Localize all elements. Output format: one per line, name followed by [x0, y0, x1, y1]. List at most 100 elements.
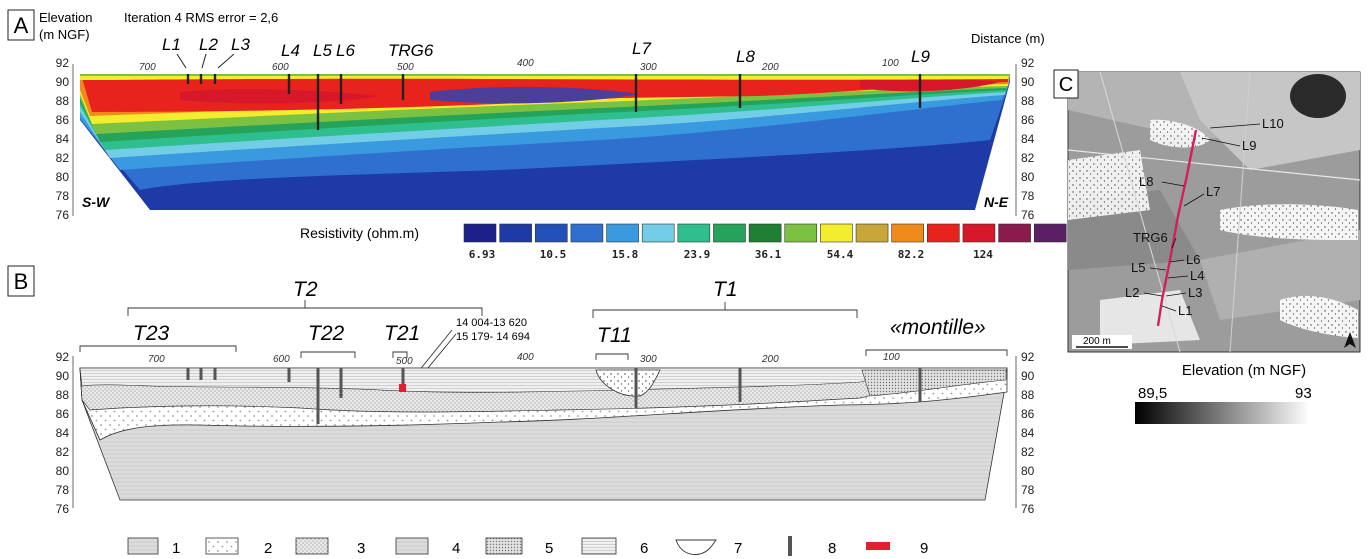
point-label: L1 [1178, 303, 1192, 318]
legend-swatch-8 [788, 536, 792, 556]
elev-tick: 86 [1021, 113, 1035, 127]
elev-tick: 84 [1021, 132, 1035, 146]
stratigraphic-section [79, 367, 1008, 501]
resistivity-color-scale [463, 223, 1067, 243]
marker-label: L2 [199, 35, 218, 54]
distance-tick: 100 [883, 352, 900, 363]
distance-tick: 400 [517, 352, 534, 363]
point-label: L3 [1188, 285, 1202, 300]
panel-c-letter-box [1053, 69, 1079, 99]
north-arrow-icon [1344, 332, 1356, 348]
distance-ticks-a: 700 600 500 400 300 200 100 [139, 58, 899, 73]
legend-number: 2 [264, 540, 272, 557]
arrows-a [176, 53, 235, 69]
scale-value: 36.1 [755, 248, 782, 261]
terrace-label: T2 [293, 278, 318, 301]
distance-tick: 100 [882, 58, 899, 69]
elevation-title: Elevation (m NGF) [1182, 362, 1306, 379]
marker-label: L5 [313, 41, 332, 60]
distance-tick: 700 [139, 62, 156, 73]
panel-b-letter: B [14, 269, 29, 294]
scale-value: 10.5 [540, 248, 567, 261]
boreholes-b [186, 368, 922, 424]
elevation-max: 93 [1295, 385, 1312, 402]
elev-tick: 80 [56, 464, 70, 478]
scale-value: 15.8 [612, 248, 639, 261]
marker-label: L1 [162, 35, 181, 54]
scale-swatch [891, 223, 924, 243]
point-label: L5 [1131, 260, 1145, 275]
scale-swatch [713, 223, 746, 243]
elevation-label-a-2: (m NGF) [39, 27, 90, 42]
legend-swatch-7 [675, 539, 717, 555]
elev-tick: 82 [56, 151, 70, 165]
elev-tick: 78 [1021, 189, 1035, 203]
distance-tick: 600 [272, 62, 289, 73]
legend-number: 7 [734, 540, 742, 557]
scale-swatch [855, 223, 889, 243]
distance-label: Distance (m) [971, 31, 1045, 46]
legend-number: 3 [357, 540, 365, 557]
point-label: L4 [1190, 268, 1204, 283]
distance-tick: 500 [396, 356, 413, 367]
stratigraphy-legend: 1 2 3 4 5 6 7 8 9 [127, 536, 928, 557]
point-label: L9 [1242, 138, 1256, 153]
point-label: L6 [1186, 252, 1200, 267]
scale-swatch [463, 223, 497, 243]
elev-tick: 90 [1021, 75, 1035, 89]
point-labels-c: L10 L9 L8 L7 TRG6 L6 L5 L4 L3 L2 L1 [1125, 116, 1284, 318]
marker-labels-a: L1 L2 L3 L4 L5 L6 TRG6 L7 L8 L9 [162, 35, 930, 66]
resistivity-section [80, 74, 1010, 210]
elev-tick: 84 [56, 426, 70, 440]
dating-2: 15 179- 14 694 [456, 331, 530, 343]
legend-swatch-2 [205, 537, 239, 555]
elev-tick: 78 [1021, 483, 1035, 497]
scale-swatch [820, 223, 853, 243]
scale-swatch [998, 223, 1031, 243]
point-label: L7 [1206, 184, 1220, 199]
elevation-min: 89,5 [1138, 385, 1167, 402]
elev-tick: 82 [1021, 151, 1035, 165]
distance-tick: 500 [397, 62, 414, 73]
scale-swatch [1033, 223, 1067, 243]
dated-sample-marker [399, 384, 406, 392]
scale-swatch [748, 223, 782, 243]
elevation-gradient [1135, 402, 1310, 424]
map-features [1067, 71, 1361, 353]
scale-value: 124 [973, 248, 993, 261]
elevation-axis-b-left: 92 90 88 86 84 82 80 78 76 [56, 350, 74, 516]
scale-swatch [962, 223, 996, 243]
distance-tick: 300 [640, 354, 657, 365]
marker-label: L3 [231, 35, 250, 54]
elevation-axis-a-right: 92 90 88 86 84 82 80 78 76 [1015, 56, 1035, 222]
terrace-label: T23 [133, 322, 170, 345]
elev-tick: 78 [56, 189, 70, 203]
marker-label: L4 [281, 41, 300, 60]
elev-tick: 82 [1021, 445, 1035, 459]
elev-tick: 80 [56, 170, 70, 184]
elev-tick: 88 [1021, 94, 1035, 108]
elevation-axis-a-left: 92 90 88 86 84 82 80 78 76 [56, 56, 74, 222]
elev-tick: 76 [1021, 208, 1035, 222]
distance-tick: 200 [761, 354, 779, 365]
elev-tick: 92 [1021, 350, 1035, 364]
elev-tick: 78 [56, 483, 70, 497]
legend-number: 8 [828, 540, 836, 557]
elev-tick: 76 [1021, 502, 1035, 516]
point-pointers-c [1143, 123, 1261, 312]
elev-tick: 86 [56, 113, 70, 127]
terrace-brackets [79, 300, 1008, 360]
scale-swatch [606, 223, 639, 243]
scale-swatch [641, 223, 675, 243]
marker-label: L9 [911, 47, 930, 66]
legend-swatch-4 [395, 537, 429, 555]
scale-swatch [784, 223, 818, 243]
elev-tick: 90 [56, 369, 70, 383]
elevation-label-a-1: Elevation [39, 10, 92, 25]
terrace-label: T22 [308, 322, 345, 345]
panel-a-letter: A [14, 13, 29, 38]
scale-swatch [677, 223, 711, 243]
panel-b-letter-box [7, 265, 35, 297]
terrace-label: «montille» [890, 316, 986, 339]
